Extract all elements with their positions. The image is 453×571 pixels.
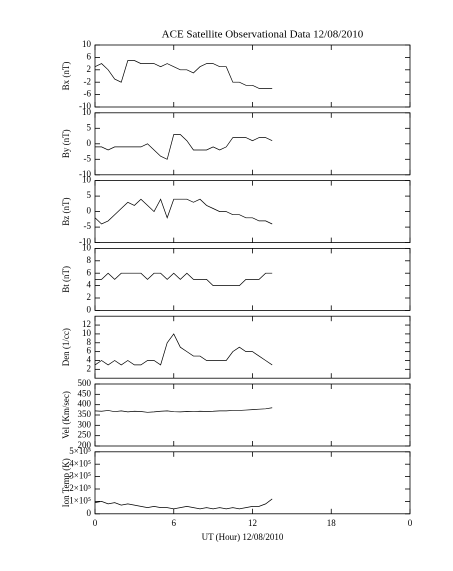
data-line (95, 272, 273, 286)
y-tick-label: 0 (87, 304, 92, 314)
x-tick-label: 0 (93, 518, 98, 528)
y-tick-label: 250 (78, 430, 92, 440)
x-tick-label: 12 (248, 518, 257, 528)
y-tick-label: -5 (84, 221, 92, 231)
data-line (94, 60, 273, 89)
y-tick-label: 2 (87, 292, 92, 302)
y-tick-label: 5 (87, 190, 92, 200)
data-line (94, 198, 273, 225)
y-tick-label: 6 (87, 346, 92, 356)
x-axis-label: UT (Hour) 12/08/2010 (202, 532, 284, 542)
y-tick-label: 300 (78, 419, 92, 429)
plot-frame (94, 451, 411, 515)
y-tick-label: 10 (82, 175, 92, 185)
y-axis-label: Vel (Km/sec) (61, 391, 71, 439)
data-line (94, 333, 273, 366)
y-tick-label: 2 (87, 363, 92, 373)
y-axis-label: Bt (nT) (61, 266, 71, 293)
y-tick-label: 10 (82, 242, 92, 252)
y-tick-label: -10 (79, 169, 91, 179)
y-tick-label: 4 (87, 355, 92, 365)
y-tick-label: 500 (78, 378, 92, 388)
y-tick-label: 200 (78, 440, 92, 450)
chart-title: ACE Satellite Observational Data 12/08/2… (162, 29, 364, 41)
y-tick-label: 0 (87, 206, 92, 216)
y-tick-label: -5 (84, 153, 92, 163)
y-tick-label: 3×10⁵ (69, 471, 91, 481)
y-tick-label: -10 (79, 237, 91, 247)
y-tick-label: 12 (82, 319, 91, 329)
y-axis-label: Bz (nT) (61, 197, 71, 225)
y-tick-label: 6 (87, 267, 92, 277)
x-tick-label: 6 (172, 518, 177, 528)
plot-frame (94, 315, 411, 379)
data-line (95, 134, 273, 160)
y-tick-label: 4×10⁵ (69, 458, 91, 468)
y-axis-label: Ion Temp (K) (61, 458, 71, 507)
y-tick-label: 0 (87, 508, 92, 518)
plot-frame (94, 383, 411, 447)
y-axis-label: Den (1/cc) (61, 328, 71, 366)
x-tick-label: 18 (327, 518, 337, 528)
plot-frame (94, 112, 411, 176)
y-tick-label: 450 (78, 388, 92, 398)
y-tick-label: 4 (87, 280, 92, 290)
y-tick-label: 8 (87, 337, 92, 347)
y-axis-label: By (nT) (61, 129, 71, 158)
y-tick-label: -6 (84, 89, 92, 99)
y-tick-label: 10 (82, 39, 92, 49)
y-tick-label: 1×10⁵ (69, 495, 91, 505)
y-tick-label: 2 (87, 64, 92, 74)
y-tick-label: 400 (78, 399, 92, 409)
y-tick-label: 350 (78, 409, 92, 419)
data-line (94, 407, 273, 413)
y-tick-label: 10 (82, 107, 92, 117)
y-tick-label: 0 (87, 138, 92, 148)
y-tick-label: 5 (87, 122, 92, 132)
plot-frame (94, 180, 411, 244)
y-tick-label: -2 (84, 76, 92, 86)
data-line (94, 498, 273, 510)
y-tick-label: 2×10⁵ (69, 483, 91, 493)
y-axis-label: Bx (nT) (61, 62, 71, 91)
y-tick-label: 6 (87, 51, 92, 61)
y-tick-label: 5×10⁵ (69, 446, 91, 456)
y-tick-label: 8 (87, 255, 92, 265)
plot-frame (94, 44, 411, 108)
y-tick-label: -10 (79, 101, 91, 111)
y-tick-label: 10 (82, 328, 92, 338)
x-tick-label: 0 (408, 518, 413, 528)
